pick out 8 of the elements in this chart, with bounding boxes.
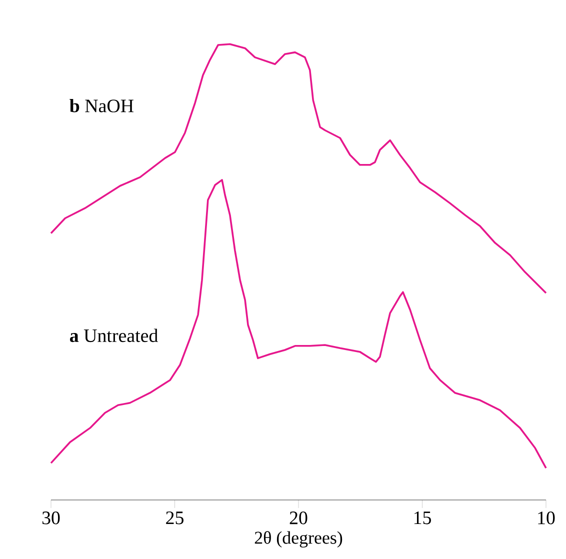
x-tick-label: 15 <box>414 512 431 524</box>
x-tick-label: 20 <box>290 512 308 524</box>
x-tick-label: 10 <box>538 512 555 524</box>
x-tick-label: 25 <box>166 512 184 524</box>
x-tick-label: 30 <box>42 512 60 524</box>
series-label: a Untreated <box>70 328 158 342</box>
x-axis-title: 2θ (degrees) <box>254 531 342 548</box>
text: b NaOH <box>70 98 134 112</box>
